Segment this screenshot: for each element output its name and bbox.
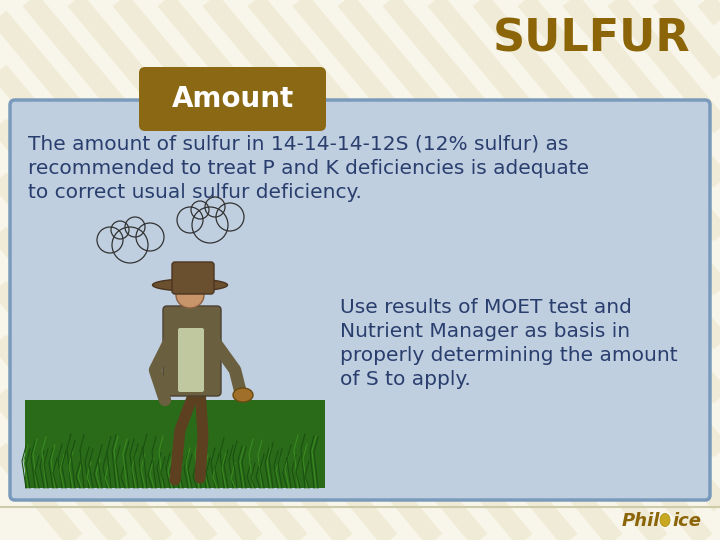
FancyBboxPatch shape bbox=[178, 328, 204, 392]
Text: recommended to treat P and K deficiencies is adequate: recommended to treat P and K deficiencie… bbox=[28, 159, 589, 178]
FancyBboxPatch shape bbox=[25, 400, 325, 488]
Text: properly determining the amount: properly determining the amount bbox=[340, 346, 678, 365]
Ellipse shape bbox=[660, 514, 670, 526]
Text: to correct usual sulfur deficiency.: to correct usual sulfur deficiency. bbox=[28, 183, 362, 202]
FancyBboxPatch shape bbox=[163, 306, 221, 396]
Ellipse shape bbox=[176, 282, 204, 308]
Text: Use results of MOET test and: Use results of MOET test and bbox=[340, 298, 632, 317]
Text: Amount: Amount bbox=[171, 85, 294, 113]
FancyBboxPatch shape bbox=[172, 262, 214, 294]
Text: Nutrient Manager as basis in: Nutrient Manager as basis in bbox=[340, 322, 630, 341]
Text: ice: ice bbox=[672, 512, 701, 530]
Text: SULFUR: SULFUR bbox=[492, 18, 690, 61]
Text: of S to apply.: of S to apply. bbox=[340, 370, 471, 389]
Text: Phil: Phil bbox=[621, 512, 660, 530]
Ellipse shape bbox=[233, 388, 253, 402]
FancyBboxPatch shape bbox=[139, 67, 326, 131]
FancyBboxPatch shape bbox=[10, 100, 710, 500]
Ellipse shape bbox=[153, 279, 228, 291]
Text: The amount of sulfur in 14-14-14-12S (12% sulfur) as: The amount of sulfur in 14-14-14-12S (12… bbox=[28, 135, 568, 154]
